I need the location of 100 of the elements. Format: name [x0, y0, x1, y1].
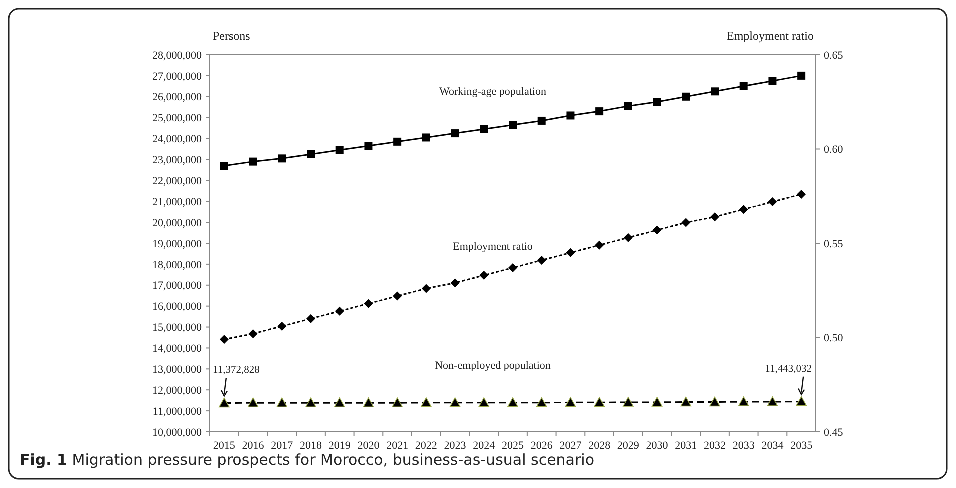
point	[335, 306, 344, 316]
y-tick-label: 16,000,000	[152, 301, 202, 314]
point	[680, 396, 692, 407]
point	[566, 112, 575, 120]
x-tick-label: 2031	[675, 440, 698, 452]
text: Non-employed population	[435, 360, 552, 372]
point	[797, 190, 806, 199]
point	[536, 397, 548, 408]
y-axis-title: Persons	[213, 29, 251, 43]
y-tick-label: 20,000,000	[152, 217, 202, 230]
x-tick-label: 2032	[704, 440, 726, 452]
point	[478, 397, 490, 408]
point	[450, 397, 461, 408]
point	[624, 233, 633, 242]
point	[682, 218, 691, 228]
point	[739, 205, 748, 214]
point	[796, 396, 807, 406]
point	[278, 322, 287, 331]
point	[538, 116, 546, 125]
y-tick-label: 23,000,000	[152, 154, 202, 167]
point	[306, 398, 316, 408]
point	[508, 397, 518, 408]
point	[508, 264, 518, 273]
point	[594, 397, 605, 408]
x-tick-label: 2016	[242, 440, 265, 452]
y-tick-label: 17,000,000	[152, 280, 202, 292]
point	[364, 299, 374, 308]
point	[623, 397, 634, 407]
y-tick-label: 12,000,000	[152, 384, 202, 397]
y-tick-label: 13,000,000	[152, 364, 202, 376]
annotation: 11,372,828	[213, 365, 260, 376]
y2-tick-label: 0.45	[824, 426, 844, 439]
point	[767, 396, 778, 406]
text: Fig. 1 Migration pressure prospects for Morocco, business-as-usual scenario	[20, 451, 595, 469]
y-tick-label: 28,000,000	[152, 50, 202, 62]
point	[393, 292, 402, 301]
x-tick-label: 2021	[386, 440, 409, 452]
x-tick-label: 2017	[271, 440, 294, 452]
point	[451, 130, 460, 138]
point	[334, 398, 346, 408]
point	[565, 397, 576, 408]
point	[652, 397, 663, 407]
series-label: Working-age population	[440, 86, 547, 98]
x-tick-label: 2035	[790, 440, 814, 452]
x-tick-label: 2022	[415, 440, 438, 452]
x-tick-label: 2023	[444, 440, 467, 452]
x-tick-label: 2027	[560, 440, 582, 452]
y-tick-label: 10,000,000	[152, 426, 202, 439]
annotation: 11,443,032	[765, 364, 812, 375]
point	[220, 335, 229, 344]
y-tick-label: 14,000,000	[152, 343, 202, 356]
point	[392, 398, 403, 408]
y2-tick-label: 0.55	[824, 238, 844, 250]
x-tick-label: 2020	[358, 440, 380, 452]
x-tick-label: 2028	[588, 440, 612, 452]
point	[248, 329, 258, 338]
y-tick-label: 11,000,000	[152, 406, 202, 418]
point	[480, 125, 488, 134]
y2-tick-label: 0.65	[824, 50, 844, 62]
x-tick-label: 2025	[502, 440, 524, 452]
point	[394, 138, 402, 146]
x-tick-label: 2015	[213, 440, 236, 452]
point	[248, 398, 259, 408]
point	[422, 284, 431, 294]
point	[710, 396, 720, 407]
y-tick-label: 19,000,000	[152, 238, 202, 250]
point	[738, 396, 750, 406]
point	[306, 314, 316, 324]
point	[276, 398, 288, 408]
point	[768, 198, 778, 207]
point	[711, 88, 719, 96]
point	[422, 134, 430, 142]
point	[710, 212, 720, 222]
point	[249, 158, 258, 166]
x-tick-label: 2026	[530, 440, 554, 452]
y-tick-label: 27,000,000	[152, 70, 202, 83]
point	[653, 98, 662, 106]
y-tick-label: 21,000,000	[152, 196, 202, 208]
point	[537, 256, 546, 265]
point	[624, 102, 632, 110]
x-tick-label: 2029	[617, 440, 640, 452]
y2-axis-title: Employment ratio	[727, 29, 814, 43]
x-tick-label: 2030	[646, 440, 669, 452]
point	[364, 142, 373, 150]
point	[421, 397, 432, 408]
series-label: Employment ratio	[453, 241, 534, 254]
point	[652, 226, 662, 235]
point	[682, 92, 690, 101]
point	[220, 162, 228, 170]
point	[768, 77, 777, 86]
point	[219, 398, 230, 408]
point	[307, 150, 315, 158]
y-tick-label: 25,000,000	[152, 112, 202, 125]
y-tick-label: 15,000,000	[152, 322, 202, 334]
x-tick-label: 2018	[300, 440, 322, 452]
point	[336, 146, 344, 154]
x-tick-label: 2034	[762, 440, 784, 452]
y2-tick-label: 0.50	[824, 332, 844, 345]
point	[798, 72, 806, 80]
y-tick-label: 26,000,000	[152, 92, 202, 104]
